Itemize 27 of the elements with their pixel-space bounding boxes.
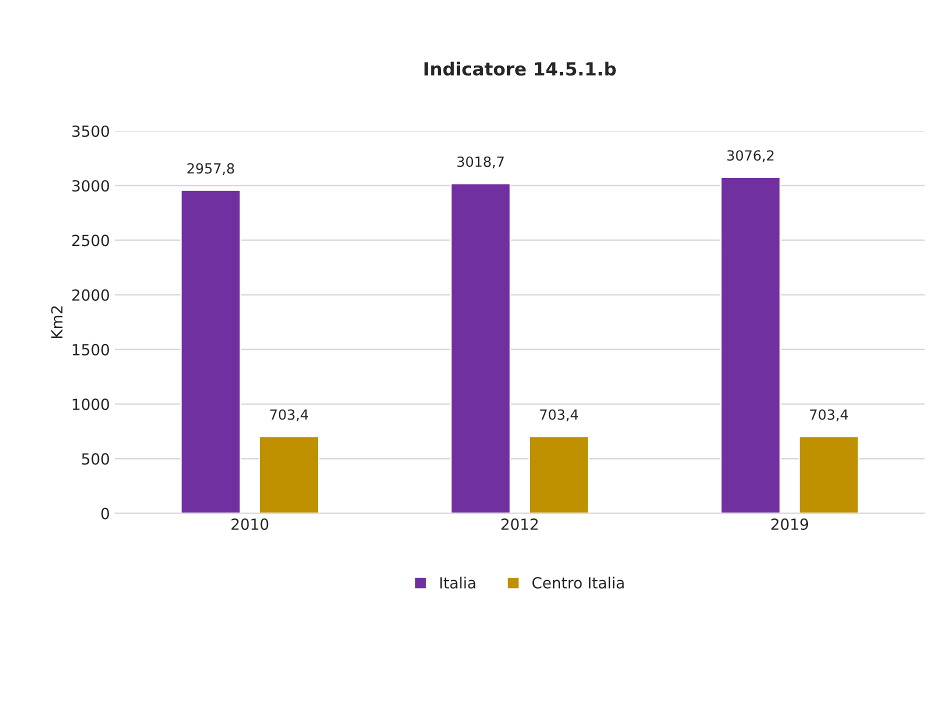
x-tick-label: 2012	[501, 518, 538, 530]
y-tick-label: 3500	[72, 125, 110, 137]
bar	[258, 436, 320, 514]
y-tick-label: 1000	[72, 398, 110, 410]
data-label: 703,4	[540, 409, 578, 422]
data-label: 703,4	[270, 409, 308, 422]
y-tick-label: 500	[82, 453, 110, 465]
y-tick-label: 1500	[72, 344, 110, 356]
y-axis-title: Km2	[51, 306, 62, 338]
bar	[528, 436, 590, 514]
data-label: 2957,8	[187, 163, 234, 176]
chart-title: Indicatore 14.5.1.b	[424, 62, 616, 76]
y-tick-label: 0	[101, 508, 110, 520]
x-tick-label: 2019	[771, 518, 808, 530]
data-label: 3018,7	[457, 156, 504, 168]
y-tick-label: 2500	[72, 234, 110, 246]
bar	[180, 190, 242, 514]
bar	[798, 436, 860, 514]
legend-label: Italia	[440, 576, 476, 589]
bar	[450, 182, 512, 514]
data-label: 3076,2	[727, 150, 774, 162]
data-label: 703,4	[810, 409, 848, 422]
y-tick-label: 3000	[72, 180, 110, 192]
bar	[720, 176, 781, 514]
x-tick-label: 2010	[232, 518, 268, 530]
y-tick-label: 2000	[72, 289, 110, 301]
legend-label: Centro Italia	[532, 576, 624, 589]
